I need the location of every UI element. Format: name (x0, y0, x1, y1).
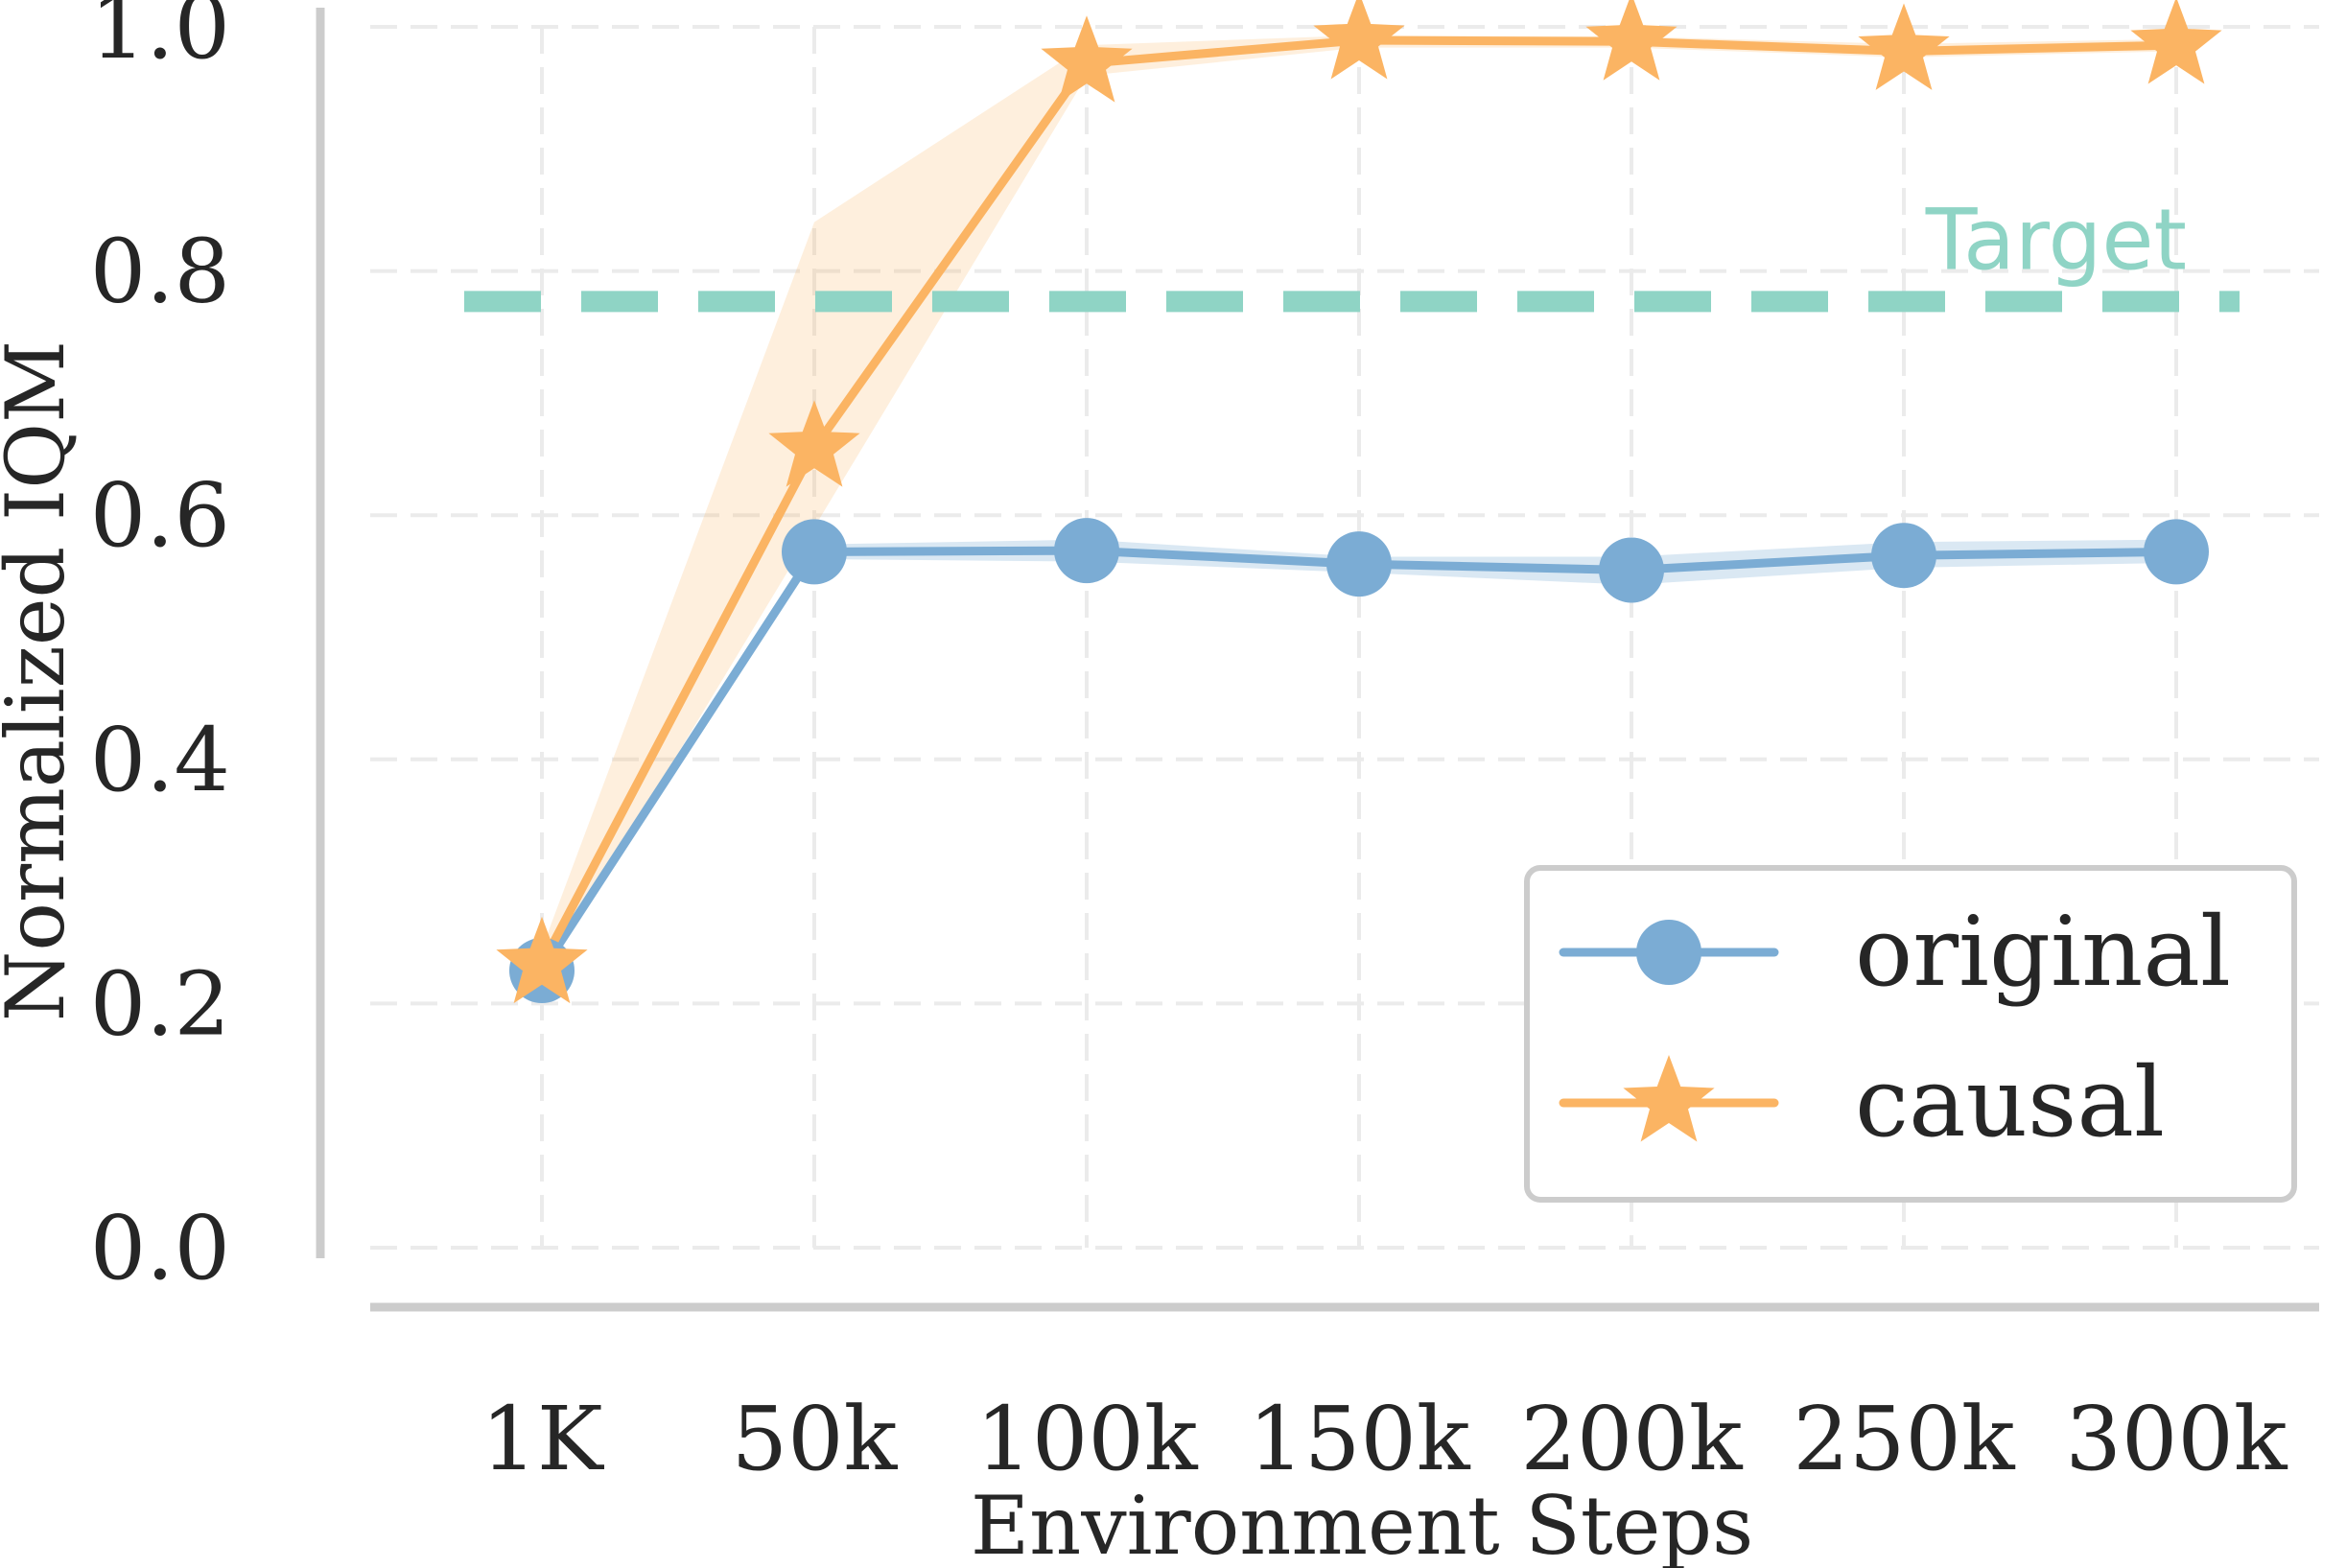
confidence-bands (542, 35, 2176, 979)
y-tick-labels: 0.0 0.2 0.4 0.6 0.8 1.0 (90, 0, 230, 1299)
legend-item-original: original (1559, 896, 2231, 1008)
legend-marker-original (1636, 920, 1701, 985)
x-tick-labels: 1K 50k 100k 150k 200k 250k 300k (481, 1388, 2288, 1490)
series-line-causal (537, 35, 2181, 970)
point-causal-3 (1313, 0, 1405, 80)
y-tick-label-5: 1.0 (90, 0, 230, 79)
x-tick-label-2: 100k (975, 1388, 1199, 1490)
x-tick-label-4: 200k (1520, 1388, 1744, 1490)
point-causal-2 (1041, 15, 1133, 103)
point-original-4 (1599, 537, 1664, 603)
confidence-band-causal (542, 35, 2176, 979)
point-original-3 (1326, 531, 1392, 597)
point-causal-0 (496, 916, 588, 1004)
y-tick-label-4: 0.8 (90, 221, 230, 323)
point-causal-6 (2130, 0, 2222, 84)
x-tick-label-3: 150k (1248, 1388, 1471, 1490)
series-lines (537, 35, 2181, 975)
legend-label-original: original (1855, 896, 2231, 1008)
y-tick-label-2: 0.4 (90, 709, 230, 811)
point-causal-4 (1585, 0, 1677, 81)
legend-item-causal: causal (1559, 1046, 2165, 1158)
point-original-2 (1054, 518, 1119, 584)
point-causal-5 (1858, 3, 1950, 90)
x-tick-label-6: 300k (2065, 1388, 2288, 1490)
x-tick-label-0: 1K (481, 1388, 605, 1490)
point-original-6 (2144, 519, 2209, 585)
target-label: Target (1925, 190, 2187, 289)
x-axis-title: Environment Steps (971, 1479, 1753, 1568)
y-tick-label-0: 0.0 (90, 1197, 230, 1299)
legend: original causal (1524, 865, 2297, 1203)
x-tick-label-5: 250k (1793, 1388, 2016, 1490)
y-tick-label-3: 0.6 (90, 464, 230, 567)
point-causal-1 (768, 400, 860, 487)
legend-label-causal: causal (1855, 1046, 2165, 1158)
y-tick-label-1: 0.2 (90, 952, 230, 1055)
x-tick-label-1: 50k (732, 1388, 899, 1490)
y-axis-title: Normalized IQM (0, 340, 82, 1021)
point-original-5 (1871, 523, 1936, 589)
legend-marker-causal (1623, 1055, 1715, 1142)
series-markers (496, 0, 2222, 1004)
point-original-1 (782, 519, 847, 585)
target-line-group: Target (464, 190, 2240, 313)
